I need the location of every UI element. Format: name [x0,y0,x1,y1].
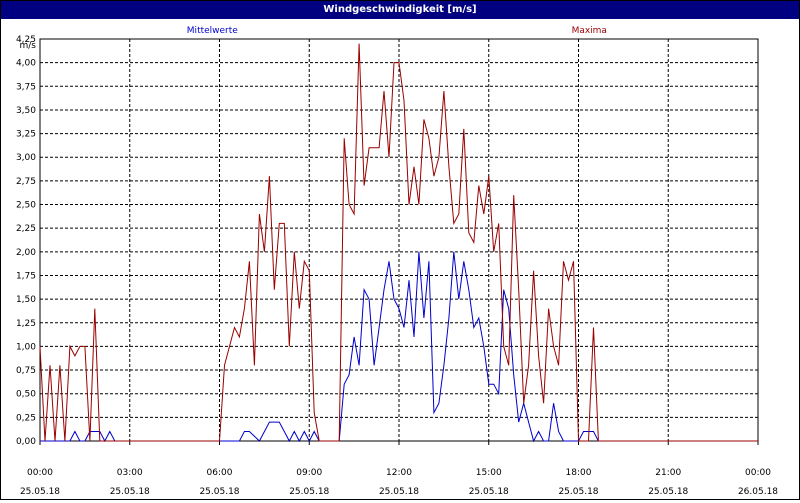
y-tick-label: 2,75 [16,177,36,187]
x-tick-time: 03:00 [117,468,143,478]
x-tick-date: 25.05.18 [379,487,419,497]
y-tick-label: 2,00 [16,248,36,258]
y-tick-label: 0,50 [16,390,36,400]
x-tick-date: 25.05.18 [110,487,150,497]
y-axis-label: m/s [20,41,37,51]
legend-maxima: Maxima [572,26,607,36]
series-line-mittelwerte [40,251,758,443]
y-tick-label: 2,25 [16,224,36,234]
y-tick-label: 0,75 [16,366,36,376]
plot-frame [39,38,759,442]
x-tick-time: 12:00 [386,468,412,478]
y-tick-label: 1,75 [16,271,36,281]
x-tick-date: 25.05.18 [289,487,329,497]
chart-area: 0,00 0,25 0,50 0,75 1,00 1,25 1,50 1,75 2,00 2,25… [1,19,799,499]
x-tick-time: 15:00 [476,468,502,478]
y-tick-label: 4,25 [16,35,36,45]
x-tick-time: 09:00 [296,468,322,478]
x-tick-time: 00:00 [745,468,771,478]
legend-mittelwerte: Mittelwerte [187,26,238,36]
y-tick-label: 0,00 [16,437,36,447]
line-chart: 0,00 0,25 0,50 0,75 1,00 1,25 1,50 1,75 2,00 2,25… [16,26,778,497]
x-tick-date: 26.05.18 [738,487,778,497]
series-line-maxima [39,43,758,442]
y-tick-label: 3,50 [16,106,36,116]
x-tick-time: 18:00 [566,468,592,478]
x-tick-date: 25.05.18 [199,487,239,497]
y-tick-label: 4,00 [16,59,36,69]
x-tick-date: 25.05.18 [558,487,598,497]
y-tick-label: 1,50 [16,295,36,305]
y-tick-label: 2,50 [16,201,36,211]
x-tick-date: 25.05.18 [469,487,509,497]
chart-title: Windgeschwindigkeit [m/s] [1,1,799,19]
y-tick-label: 3,00 [16,153,36,163]
y-tick-label: 3,25 [16,130,36,140]
y-tick-label: 0,25 [16,413,36,423]
x-tick-time: 00:00 [27,468,53,478]
x-tick-date: 25.05.18 [20,487,60,497]
x-tick-time: 06:00 [207,468,233,478]
x-tick-date: 25.05.18 [648,487,688,497]
y-tick-label: 3,75 [16,82,36,92]
y-tick-label: 1,00 [16,342,36,352]
y-tick-label: 1,25 [16,319,36,329]
x-tick-time: 21:00 [655,468,681,478]
